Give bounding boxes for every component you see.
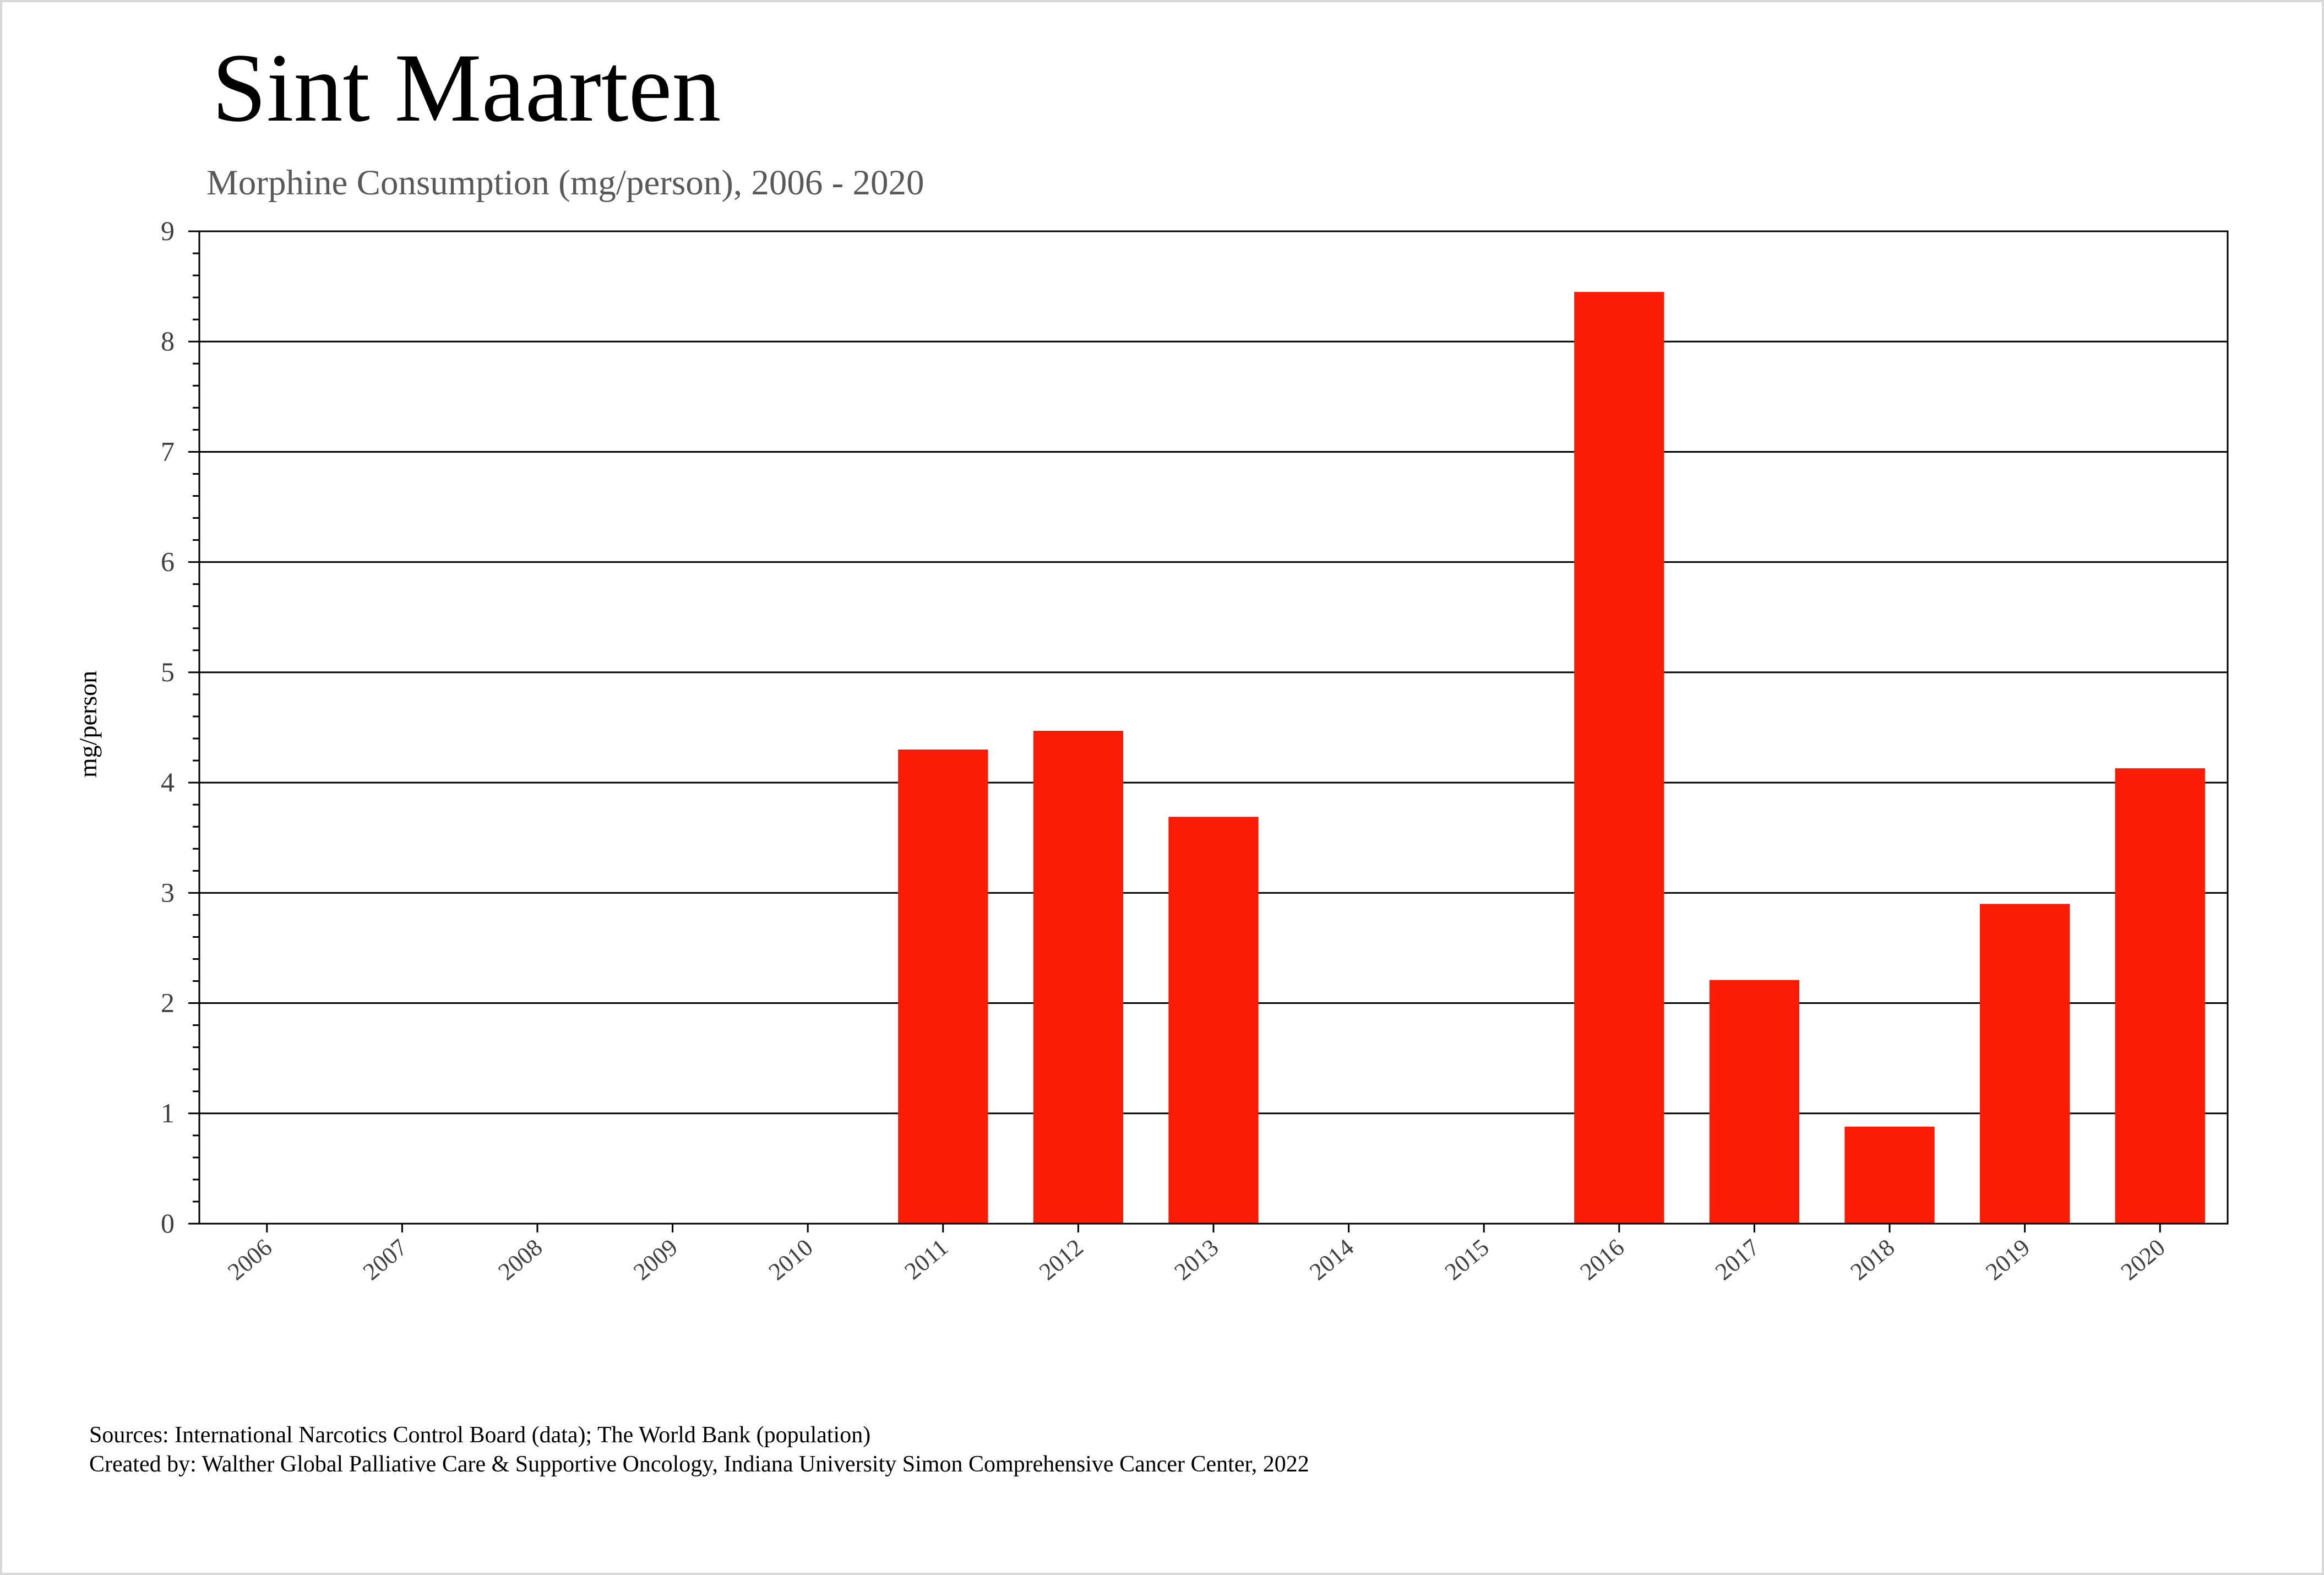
x-tick-label: 2012 [1034, 1234, 1088, 1285]
bar-2019 [1979, 904, 2070, 1224]
y-tick-label: 4 [161, 767, 175, 797]
axes [188, 230, 2229, 1232]
x-tick-label: 2008 [493, 1234, 548, 1285]
y-tick-label: 8 [161, 325, 175, 356]
bar-2020 [2115, 768, 2205, 1224]
y-tick-label: 2 [161, 987, 175, 1018]
bar-2018 [1844, 1126, 1935, 1224]
x-tick-label: 2006 [222, 1234, 277, 1285]
x-tick-label: 2016 [1575, 1234, 1629, 1285]
y-tick-label: 0 [161, 1208, 175, 1239]
x-tick-label: 2020 [2116, 1234, 2170, 1285]
footer-created-by: Created by: Walther Global Palliative Ca… [89, 1452, 1309, 1477]
x-tick-label: 2018 [1846, 1234, 1900, 1285]
footer-sources: Sources: International Narcotics Control… [89, 1422, 871, 1448]
y-tick-label: 7 [161, 436, 175, 466]
x-tick-label: 2011 [900, 1234, 954, 1285]
x-tick-label: 2019 [1980, 1234, 2035, 1285]
x-tick-label: 2013 [1169, 1234, 1224, 1285]
x-tick-label: 2009 [628, 1234, 683, 1285]
bar-2017 [1709, 980, 1800, 1224]
bar-2011 [898, 750, 988, 1224]
chart-title: Sint Maarten [212, 33, 721, 142]
x-tick-label: 2017 [1710, 1234, 1765, 1285]
y-tick-label: 5 [161, 656, 175, 687]
bar-2012 [1033, 731, 1124, 1224]
x-tick-label: 2010 [764, 1234, 818, 1285]
y-tick-label: 9 [161, 215, 175, 246]
x-tick-label: 2014 [1304, 1234, 1359, 1285]
y-axis-label: mg/person [74, 671, 102, 778]
bar-2016 [1574, 292, 1664, 1224]
y-tick-label: 3 [161, 877, 175, 908]
tick-labels: 0 1 2 3 4 5 6 7 8 9 2006 2007 2008 2009 2010 2011 2012 20… [161, 215, 2170, 1285]
y-tick-label: 1 [161, 1098, 175, 1128]
bar-2013 [1168, 817, 1259, 1224]
x-tick-label: 2015 [1440, 1234, 1494, 1285]
chart-subtitle: Morphine Consumption (mg/person), 2006 -… [206, 163, 924, 203]
bars [898, 292, 2205, 1224]
x-tick-label: 2007 [358, 1234, 412, 1285]
y-tick-label: 6 [161, 546, 175, 577]
